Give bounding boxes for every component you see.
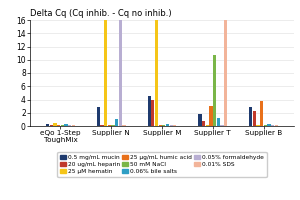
Bar (173, 125, 176, 126)
Bar (260, 101, 263, 126)
Bar (224, 20, 227, 126)
Bar (68, 125, 71, 126)
Legend: 0.5 mg/mL mucin, 20 ug/mL heparin, 25 μM hematin, 25 μg/mL humic acid, 50 mM NaC: 0.5 mg/mL mucin, 20 ug/mL heparin, 25 μM… (57, 152, 267, 177)
Bar (198, 114, 202, 126)
Bar (53, 123, 57, 126)
Bar (159, 125, 162, 126)
Bar (64, 124, 68, 126)
Bar (100, 125, 104, 126)
Bar (213, 55, 216, 126)
Bar (249, 107, 252, 126)
Bar (202, 121, 205, 126)
Bar (256, 125, 260, 126)
Bar (122, 125, 126, 126)
Bar (57, 125, 60, 126)
Bar (119, 20, 122, 126)
Bar (61, 125, 64, 126)
Bar (97, 107, 100, 126)
Bar (253, 111, 256, 126)
Bar (220, 125, 224, 126)
Bar (155, 20, 158, 126)
Bar (206, 125, 209, 126)
Bar (166, 124, 169, 126)
Bar (112, 125, 115, 126)
Bar (267, 124, 271, 126)
Bar (169, 125, 173, 126)
Bar (209, 106, 212, 126)
Bar (148, 96, 151, 126)
Bar (46, 124, 49, 126)
Bar (162, 125, 165, 126)
Bar (217, 118, 220, 126)
Bar (275, 125, 278, 126)
Bar (264, 125, 267, 126)
Bar (271, 125, 274, 126)
Bar (151, 99, 154, 126)
Bar (72, 125, 75, 126)
Bar (108, 125, 111, 126)
Text: Delta Cq (Cq inhib. - Cq no inhib.): Delta Cq (Cq inhib. - Cq no inhib.) (30, 9, 172, 18)
Bar (50, 125, 53, 126)
Bar (104, 20, 107, 126)
Bar (115, 119, 118, 126)
